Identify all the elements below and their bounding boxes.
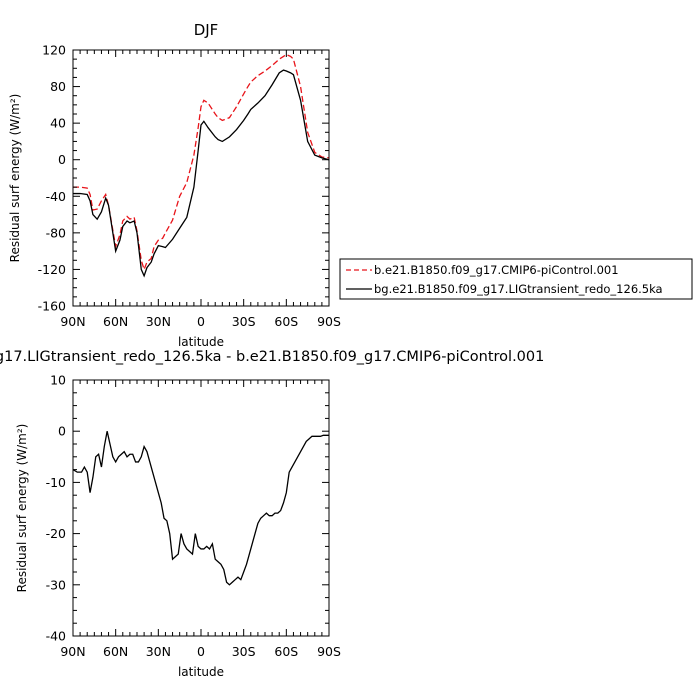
top-x-tick-label: 0 <box>197 314 205 329</box>
legend: b.e21.B1850.f09_g17.CMIP6-piControl.001 … <box>339 258 693 300</box>
top-y-tick-label: 40 <box>50 116 66 131</box>
bottom-x-tick-label: 60S <box>274 644 298 659</box>
bottom-plot-frame <box>72 379 330 637</box>
bottom-y-tick-label: 10 <box>50 373 66 388</box>
bottom-y-axis: -40 -30 -20 -10 0 10 <box>46 373 329 644</box>
top-x-axis: 90N 60N 30N 0 30S 60S 90S <box>60 50 341 329</box>
bottom-x-tick-label: 30N <box>146 644 171 659</box>
bottom-x-axis: 90N 60N 30N 0 30S 60S 90S <box>60 380 341 659</box>
legend-label-picontrol: b.e21.B1850.f09_g17.CMIP6-piControl.001 <box>374 263 619 277</box>
bottom-series-group <box>72 431 329 586</box>
top-chart-title: DJF <box>194 21 219 39</box>
bottom-x-tick-label: 90S <box>317 644 341 659</box>
top-series-group <box>73 53 330 278</box>
bottom-x-axis-label: latitude <box>178 665 224 679</box>
bottom-x-tick-label: 30S <box>232 644 256 659</box>
top-y-tick-label: -120 <box>38 262 66 277</box>
top-chart: DJF 90N 60N 30N 0 30S 60S 90S -160 -120 -80 -40 0 4… <box>8 21 341 349</box>
top-plot-frame <box>72 49 330 307</box>
bottom-y-tick-label: -40 <box>46 629 66 644</box>
top-y-tick-label: 0 <box>58 152 66 167</box>
top-y-axis-label: Residual surf energy (W/m²) <box>8 94 22 263</box>
bottom-series-line-0 <box>72 431 329 586</box>
top-y-tick-label: -160 <box>38 299 66 314</box>
top-y-tick-label: 120 <box>42 43 66 58</box>
top-x-tick-label: 90S <box>317 314 341 329</box>
top-y-tick-label: -80 <box>46 225 66 240</box>
bottom-y-tick-label: 0 <box>58 424 66 439</box>
bottom-x-tick-label: 0 <box>197 644 205 659</box>
top-x-axis-label: latitude <box>178 335 224 349</box>
bottom-chart: bg.e21.B1850.f09_g17.LIGtransient_redo_1… <box>0 349 544 679</box>
bottom-y-tick-label: -10 <box>46 475 66 490</box>
legend-label-ligtransient: bg.e21.B1850.f09_g17.LIGtransient_redo_1… <box>374 282 663 296</box>
bottom-chart-title: bg.e21.B1850.f09_g17.LIGtransient_redo_1… <box>0 349 544 365</box>
bottom-y-axis-label: Residual surf energy (W/m²) <box>15 424 29 593</box>
top-x-tick-label: 60S <box>274 314 298 329</box>
bottom-x-tick-label: 60N <box>103 644 128 659</box>
top-x-tick-label: 30N <box>146 314 171 329</box>
top-y-tick-label: -40 <box>46 189 66 204</box>
top-x-tick-label: 30S <box>232 314 256 329</box>
top-y-tick-label: 80 <box>50 79 66 94</box>
top-y-axis: -160 -120 -80 -40 0 40 80 120 <box>38 43 329 314</box>
bottom-x-tick-label: 90N <box>60 644 85 659</box>
top-series-line-0 <box>73 53 330 272</box>
top-x-tick-label: 60N <box>103 314 128 329</box>
legend-box <box>339 258 693 300</box>
top-series-line-1 <box>73 69 330 278</box>
bottom-y-tick-label: -30 <box>46 577 66 592</box>
top-x-tick-label: 90N <box>60 314 85 329</box>
bottom-y-tick-label: -20 <box>46 526 66 541</box>
